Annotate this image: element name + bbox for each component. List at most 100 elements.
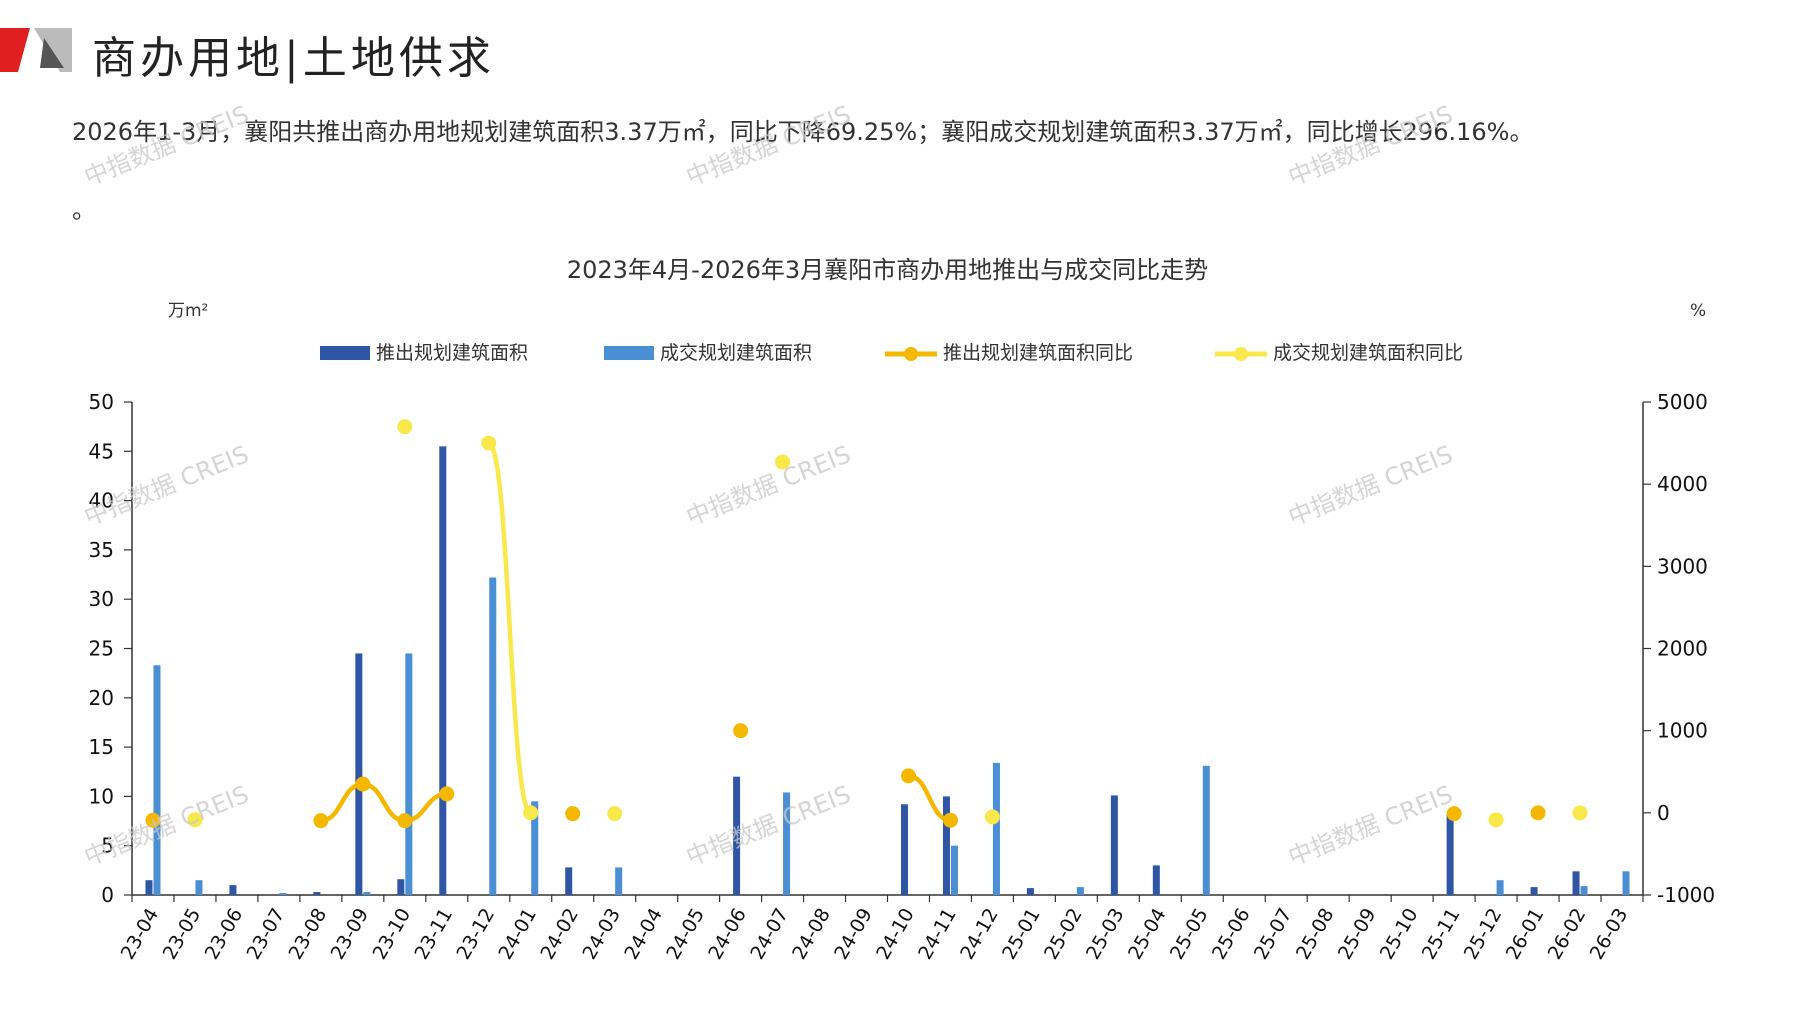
left-y-tick-label: 25 xyxy=(89,637,114,661)
left-y-tick-label: 45 xyxy=(89,439,114,463)
right-y-tick-label: 2000 xyxy=(1657,637,1708,661)
x-tick-label: 25-06 xyxy=(1208,905,1255,964)
series-point xyxy=(397,419,413,435)
bar xyxy=(615,867,623,895)
bar xyxy=(195,880,203,895)
bar xyxy=(900,804,908,895)
series-point xyxy=(733,723,749,739)
bar xyxy=(279,893,287,895)
x-tick-label: 23-06 xyxy=(201,905,248,964)
legend-label: 推出规划建筑面积同比 xyxy=(943,342,1133,364)
right-axis-unit: % xyxy=(1690,301,1706,321)
legend-swatch-bar xyxy=(604,346,654,360)
series-point xyxy=(984,809,1000,825)
x-tick-label: 24-04 xyxy=(620,905,667,964)
bar xyxy=(733,776,741,895)
x-tick-label: 25-08 xyxy=(1292,905,1339,964)
bar xyxy=(565,867,573,895)
bar xyxy=(1202,765,1210,895)
chart-title: 2023年4月-2026年3月襄阳市商办用地推出与成交同比走势 xyxy=(567,256,1208,284)
x-tick-label: 26-01 xyxy=(1502,905,1549,964)
bar xyxy=(397,879,405,895)
series-point xyxy=(397,813,413,829)
series-point xyxy=(1572,805,1588,821)
right-y-tick-label: 3000 xyxy=(1657,554,1708,578)
x-tick-label: 24-10 xyxy=(872,905,919,964)
left-y-tick-label: 15 xyxy=(89,735,114,759)
x-tick-label: 25-05 xyxy=(1166,905,1213,964)
bar xyxy=(992,762,1000,895)
bar xyxy=(1496,880,1504,895)
summary-trailing: 。 xyxy=(72,196,96,224)
x-tick-label: 24-02 xyxy=(536,905,583,964)
bar xyxy=(531,801,539,895)
legend-swatch-marker xyxy=(904,347,918,361)
x-tick-label: 25-09 xyxy=(1334,905,1381,964)
company-logo xyxy=(0,28,72,72)
bar xyxy=(1026,888,1034,895)
summary-text: 2026年1-3月，襄阳共推出商办用地规划建筑面积3.37万㎡，同比下降69.2… xyxy=(72,118,1534,146)
logo-dark-shape xyxy=(40,38,64,68)
bar xyxy=(229,885,237,895)
x-tick-label: 23-11 xyxy=(410,905,457,964)
x-tick-label: 23-09 xyxy=(327,905,374,964)
bar xyxy=(355,653,363,895)
x-tick-label: 24-06 xyxy=(704,905,751,964)
left-y-tick-label: 20 xyxy=(89,686,114,710)
x-tick-label: 23-08 xyxy=(285,905,332,964)
series-point xyxy=(607,806,623,822)
x-tick-label: 25-11 xyxy=(1418,905,1465,964)
right-y-tick-label: 0 xyxy=(1657,801,1670,825)
bar xyxy=(950,845,958,895)
right-y-tick-label: -1000 xyxy=(1657,883,1715,907)
x-tick-label: 24-01 xyxy=(494,905,541,964)
series-point xyxy=(439,786,455,802)
series-point xyxy=(1530,805,1546,821)
x-tick-label: 26-03 xyxy=(1586,905,1633,964)
legend-swatch-bar xyxy=(320,346,370,360)
left-y-tick-label: 35 xyxy=(89,538,114,562)
left-y-tick-label: 30 xyxy=(89,587,114,611)
series-point xyxy=(145,812,161,828)
x-tick-label: 24-12 xyxy=(956,905,1003,964)
bar xyxy=(1530,887,1538,895)
legend-swatch-marker xyxy=(1234,347,1248,361)
right-y-tick-label: 5000 xyxy=(1657,390,1708,414)
x-tick-label: 24-08 xyxy=(788,905,835,964)
bar xyxy=(1446,814,1454,895)
left-y-tick-label: 50 xyxy=(89,390,114,414)
x-tick-label: 25-07 xyxy=(1250,905,1297,964)
series-point xyxy=(523,805,539,821)
bar xyxy=(313,892,321,895)
x-tick-label: 25-01 xyxy=(998,905,1045,964)
left-y-tick-label: 40 xyxy=(89,489,114,513)
series-point xyxy=(481,435,497,451)
bar xyxy=(153,665,161,895)
bar xyxy=(942,796,950,895)
bar xyxy=(439,446,447,895)
legend-label: 推出规划建筑面积 xyxy=(376,342,528,364)
series-point xyxy=(355,776,371,792)
series-point xyxy=(1446,806,1462,822)
bar xyxy=(783,792,791,895)
left-axis-unit: 万m² xyxy=(168,301,208,321)
page-title: 商办用地|土地供求 xyxy=(92,33,495,84)
bar xyxy=(1110,795,1118,895)
left-y-tick-label: 5 xyxy=(101,834,114,858)
x-tick-label: 23-05 xyxy=(159,905,206,964)
bar xyxy=(1076,887,1084,895)
legend-label: 成交规划建筑面积 xyxy=(660,342,812,364)
bar xyxy=(1622,871,1630,895)
bar xyxy=(1572,871,1580,895)
x-tick-label: 24-07 xyxy=(746,905,793,964)
x-tick-label: 25-02 xyxy=(1040,905,1087,964)
bar xyxy=(405,653,413,895)
x-tick-label: 23-04 xyxy=(117,905,164,964)
series-point xyxy=(942,812,958,828)
series-line-segment xyxy=(486,440,533,816)
series-point xyxy=(313,813,329,829)
x-tick-label: 25-10 xyxy=(1376,905,1423,964)
left-y-tick-label: 0 xyxy=(101,883,114,907)
x-tick-label: 25-03 xyxy=(1082,905,1129,964)
